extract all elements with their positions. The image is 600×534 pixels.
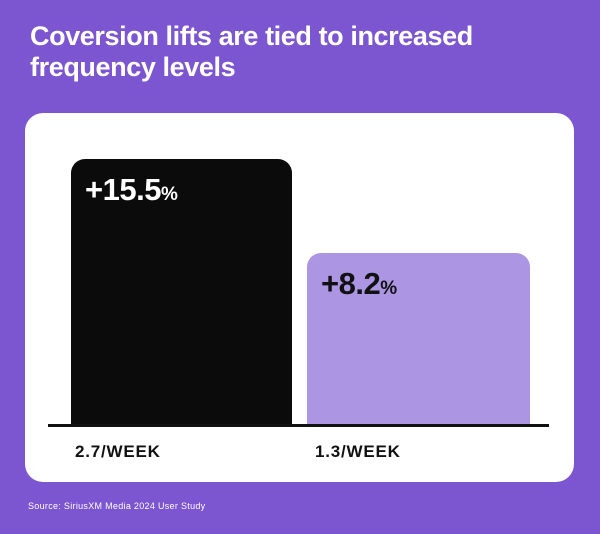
percent-sign: % [160, 184, 178, 205]
page-title: Coversion lifts are tied to increased fr… [30, 21, 473, 82]
category-label-1-3-week: 1.3/WEEK [315, 442, 401, 461]
percent-sign: % [380, 278, 398, 299]
bar-1-3-week: +8.2% [307, 253, 530, 427]
bar-2-7-week: +15.5% [71, 159, 292, 427]
x-axis-line [48, 424, 549, 427]
bar-value-label: +15.5 [85, 172, 161, 207]
category-label-2-7-week: 2.7/WEEK [75, 442, 161, 461]
chart-card: +15.5% +8.2% 2.7/WEEK 1.3/WEEK [25, 113, 574, 482]
bar-value-label: +8.2 [321, 266, 381, 301]
source-note: Source: SiriusXM Media 2024 User Study [28, 501, 206, 511]
